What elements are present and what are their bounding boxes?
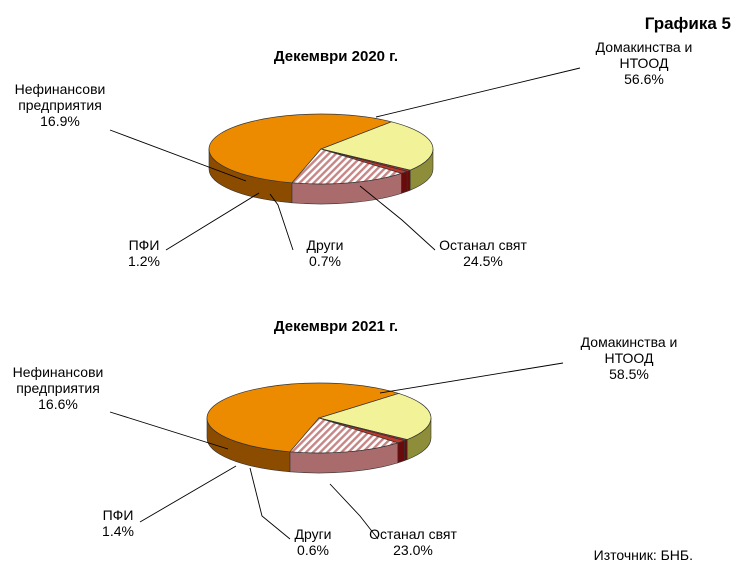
data-label-ofi: 1.2% (128, 253, 160, 269)
leader-line-ofi (139, 465, 237, 523)
pie-slice-nonfinancial (289, 417, 399, 454)
leader-line-nonfinancial (109, 411, 229, 450)
data-label-households: НТООД (605, 350, 655, 366)
data-label-rest-of-world: Останал свят (439, 237, 527, 253)
pie-slice-rest-of-world (317, 393, 432, 440)
data-label-rest-of-world: Останал свят (369, 526, 457, 542)
data-label-other: Други (306, 237, 343, 253)
data-label-nonfinancial: 16.6% (38, 396, 78, 412)
pie-slice-households (206, 382, 400, 453)
pie-side-other (404, 439, 408, 462)
data-label-households: 56.6% (624, 71, 664, 87)
leader-line-rest-of-world (329, 483, 379, 540)
data-label-households: НТООД (620, 55, 670, 71)
pie-slice-nonfinancial (291, 148, 403, 185)
data-label-nonfinancial: предприятия (18, 97, 102, 113)
data-label-other: 0.6% (297, 542, 329, 558)
pie-side-ofi (397, 440, 405, 464)
data-label-households: Домакинства и (581, 334, 678, 350)
pie-slice-households (208, 113, 393, 184)
data-label-nonfinancial: предприятия (16, 380, 100, 396)
figure-label: Графика 5 (644, 14, 731, 33)
source-note: Източник: БНБ. (593, 547, 693, 563)
chart-title-2021: Декември 2021 г. (273, 318, 399, 335)
leader-line-households (379, 362, 564, 394)
data-label-nonfinancial: Нефинансови (15, 81, 106, 97)
data-label-rest-of-world: 23.0% (393, 542, 433, 558)
data-label-households: 58.5% (609, 366, 649, 382)
data-label-nonfinancial: 16.9% (40, 113, 80, 129)
leader-line-ofi (165, 192, 260, 251)
data-label-rest-of-world: 24.5% (463, 253, 503, 269)
leader-line-households (375, 67, 581, 118)
leader-line-other (269, 193, 294, 251)
data-label-ofi: ПФИ (129, 237, 160, 253)
data-label-nonfinancial: Нефинансови (13, 364, 104, 380)
pie-side-other (406, 169, 411, 192)
data-label-ofi: 1.4% (102, 523, 134, 539)
leader-line-rest-of-world (359, 185, 436, 251)
leader-line-other (249, 467, 291, 540)
leader-line-nonfinancial (109, 129, 247, 182)
chart-title-2020: Декември 2020 г. (273, 48, 399, 65)
data-label-households: Домакинства и (596, 39, 693, 55)
pie-side-ofi (401, 170, 408, 194)
data-label-other: 0.7% (309, 253, 341, 269)
pie-slice-rest-of-world (319, 121, 434, 171)
data-label-other: Други (294, 526, 331, 542)
data-label-ofi: ПФИ (103, 507, 134, 523)
